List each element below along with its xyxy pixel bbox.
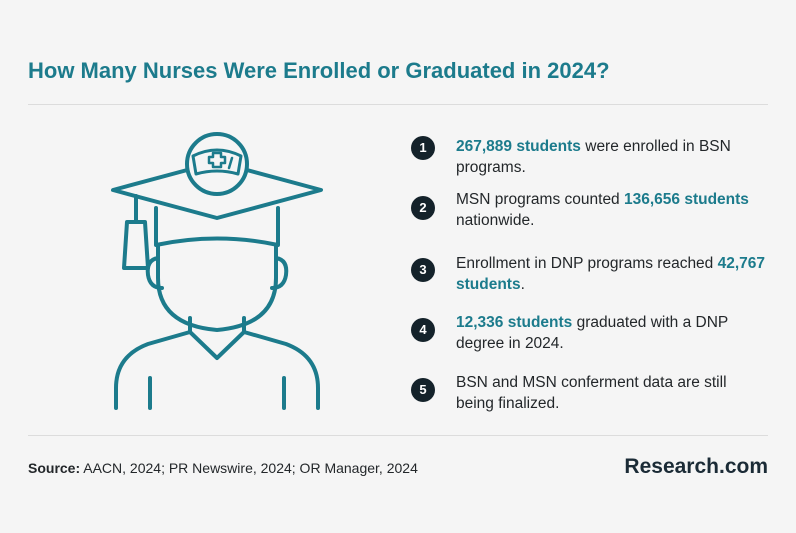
- highlight-value: 12,336 students: [456, 314, 573, 331]
- fact-text: BSN and MSN conferment data are still be…: [456, 374, 727, 412]
- highlight-value: 267,889 students: [456, 138, 581, 155]
- number-badge: 5: [411, 378, 435, 402]
- fact-text: Enrollment in DNP programs reached 42,76…: [456, 255, 766, 293]
- highlight-value: 42,767 students: [456, 255, 766, 293]
- number-badge: 2: [411, 196, 435, 220]
- number-badge: 4: [411, 318, 435, 342]
- number-badge: 1: [411, 136, 435, 160]
- fact-text: 267,889 students were enrolled in BSN pr…: [456, 138, 731, 176]
- bottom-divider: [28, 435, 768, 436]
- top-divider: [28, 104, 768, 105]
- highlight-value: 136,656 students: [624, 191, 749, 208]
- number-badge: 3: [411, 258, 435, 282]
- source-label: Source:: [28, 460, 81, 476]
- fact-text: 12,336 students graduated with a DNP deg…: [456, 314, 728, 352]
- source-text: AACN, 2024; PR Newswire, 2024; OR Manage…: [80, 460, 418, 476]
- page-title: How Many Nurses Were Enrolled or Graduat…: [28, 58, 610, 83]
- fact-text: MSN programs counted 136,656 students na…: [456, 191, 749, 229]
- graduate-nurse-cap-icon: [111, 132, 323, 410]
- research-com-logo[interactable]: Research.com: [624, 455, 768, 478]
- source-note: Source: AACN, 2024; PR Newswire, 2024; O…: [28, 460, 418, 476]
